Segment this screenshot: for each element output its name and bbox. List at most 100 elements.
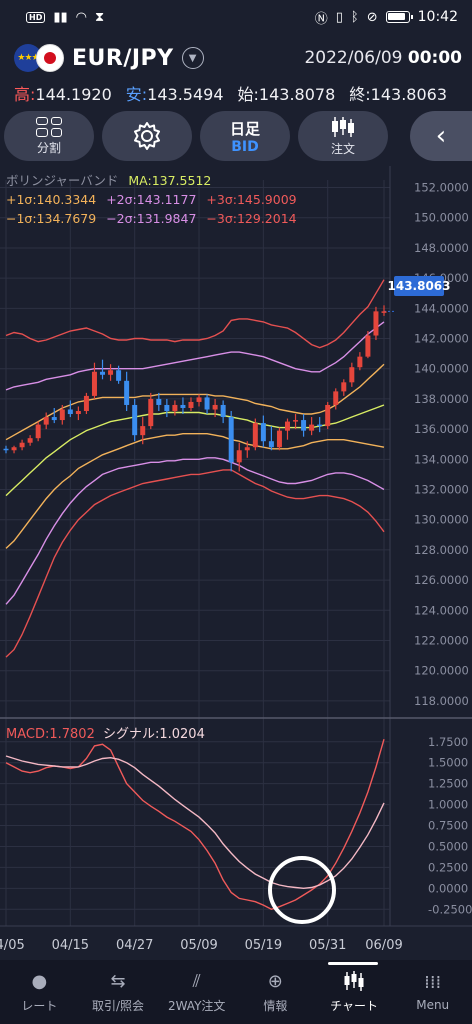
candle-body	[140, 426, 146, 436]
candle	[228, 411, 234, 472]
candle-body	[365, 335, 371, 357]
candle	[3, 445, 9, 454]
macd-tick-label: 1.7500	[428, 735, 468, 749]
high-value: 144.1920	[35, 85, 112, 104]
candle-body	[124, 380, 130, 405]
date-tick-label: 04/27	[116, 938, 153, 953]
candle-body	[381, 311, 387, 313]
macd-line	[5, 739, 385, 911]
price-tick-label: 120.0000	[414, 664, 469, 678]
order-button[interactable]: 注文	[298, 111, 388, 161]
tab-trade-label: 取引/照会	[91, 998, 145, 1013]
candle	[59, 404, 65, 425]
tab-chart[interactable]: チャート	[315, 960, 394, 1024]
bluetooth-icon: ᛒ	[350, 9, 359, 25]
rate-icon: ●	[31, 970, 48, 992]
tab-trade[interactable]: ⇆ 取引/照会	[79, 960, 158, 1024]
bb-legend-row-1: ボリンジャーバンド MA:137.5512	[6, 171, 303, 190]
signal-icon: ▮▮	[53, 9, 68, 25]
tab-twoway-label: 2WAY注文	[167, 998, 226, 1013]
candle	[140, 417, 146, 445]
ohlc-row: 高:144.1920 安:143.5494 始:143.8078 終:143.8…	[0, 80, 472, 106]
candle	[381, 305, 387, 316]
candle	[67, 400, 73, 418]
candle-body	[220, 404, 226, 418]
macd-tick-label: -0.2500	[428, 902, 472, 916]
chevron-down-icon[interactable]: ▼	[181, 47, 204, 69]
candle-body	[188, 401, 194, 408]
macd-tick-label: 1.0000	[428, 798, 468, 812]
candle	[301, 414, 307, 437]
open-value-group: 始:143.8078	[238, 81, 336, 105]
price-tick-label: 140.0000	[414, 362, 469, 376]
chart-area[interactable]: 152.0000150.0000148.0000146.0000144.0000…	[0, 166, 472, 956]
candle-body	[309, 424, 315, 431]
price-tick-label: 136.0000	[414, 422, 469, 436]
low-value-group: 安:143.5494	[126, 81, 224, 105]
split-button[interactable]: 分割	[4, 111, 94, 161]
bb-plus3: +3σ:145.9009	[206, 192, 297, 207]
candle	[19, 439, 25, 451]
split-grid-icon	[36, 116, 62, 137]
open-value: 143.8078	[258, 85, 336, 104]
battery-icon	[385, 11, 413, 23]
settings-button[interactable]	[102, 111, 192, 161]
candle	[83, 392, 89, 415]
tab-rate[interactable]: ● レート	[0, 960, 79, 1024]
date-tick-label: 06/09	[365, 938, 402, 953]
candle-body	[148, 398, 154, 427]
candle-body	[349, 367, 355, 383]
collapse-panel-button[interactable]: ‹	[410, 111, 472, 161]
tab-menu[interactable]: ⁞⁞⁞ Menu	[393, 960, 472, 1024]
price-tick-label: 134.0000	[414, 452, 469, 466]
bb-plus1: +1σ:140.3344	[6, 192, 97, 207]
candle	[373, 306, 379, 341]
candle-body	[284, 421, 290, 431]
split-label: 分割	[36, 140, 61, 155]
timeframe-button[interactable]: 日足 BID	[200, 111, 290, 161]
candle	[75, 406, 81, 421]
candle-body	[260, 423, 266, 442]
tab-twoway[interactable]: ⫽ 2WAY注文	[157, 960, 236, 1024]
bb-ma: MA:137.5512	[128, 173, 212, 188]
active-tab-indicator	[328, 962, 378, 965]
bb-minus3: −3σ:129.2014	[206, 211, 297, 226]
candle-body	[204, 397, 210, 410]
candle	[220, 400, 226, 424]
menu-grid-icon: ⁞⁞⁞	[424, 972, 442, 993]
candle-body	[317, 424, 323, 427]
low-value: 143.5494	[147, 85, 224, 104]
candle	[108, 364, 114, 381]
currency-pair[interactable]: EUR/JPY	[72, 45, 174, 71]
macd-tick-label: 1.2500	[428, 777, 468, 791]
candle-body	[228, 417, 234, 463]
open-label: 始:	[237, 85, 259, 104]
close-value-group: 終:143.8063	[349, 81, 447, 105]
chart-toolbar: 分割 日足 BID 注文 ‹	[0, 111, 472, 163]
tab-info-label: 情報	[263, 998, 288, 1013]
bottom-tab-bar: ● レート ⇆ 取引/照会 ⫽ 2WAY注文 ⊕ 情報 チャート ⁞⁞⁞ Men…	[0, 960, 472, 1024]
tab-info[interactable]: ⊕ 情報	[236, 960, 315, 1024]
price-tick-label: 150.0000	[414, 211, 469, 225]
candle-body	[19, 442, 25, 448]
macd-tick-label: 0.0000	[428, 881, 468, 895]
candle-body	[373, 311, 379, 336]
candle	[51, 407, 57, 424]
candle-body	[325, 404, 331, 427]
current-price-tag: 143.8063	[388, 276, 451, 296]
signal-value: シグナル:1.0204	[102, 727, 205, 742]
candle-body	[27, 438, 33, 443]
candle	[365, 330, 371, 359]
chart-date: 2022/06/09	[304, 48, 403, 68]
date-tick-label: 05/19	[245, 938, 282, 953]
candle-body	[301, 420, 307, 431]
candle	[180, 397, 186, 415]
signal-line	[5, 755, 385, 890]
bollinger-line	[5, 321, 385, 391]
status-bar: HD ▮▮ ◠ ⧗ Ⓝ ▯ ᛒ ⊘ 10:42	[0, 0, 472, 34]
macd-tick-label: 0.7500	[428, 819, 468, 833]
candle	[268, 426, 274, 451]
candle-body	[59, 409, 65, 421]
candle	[116, 365, 122, 384]
candle	[284, 418, 290, 440]
